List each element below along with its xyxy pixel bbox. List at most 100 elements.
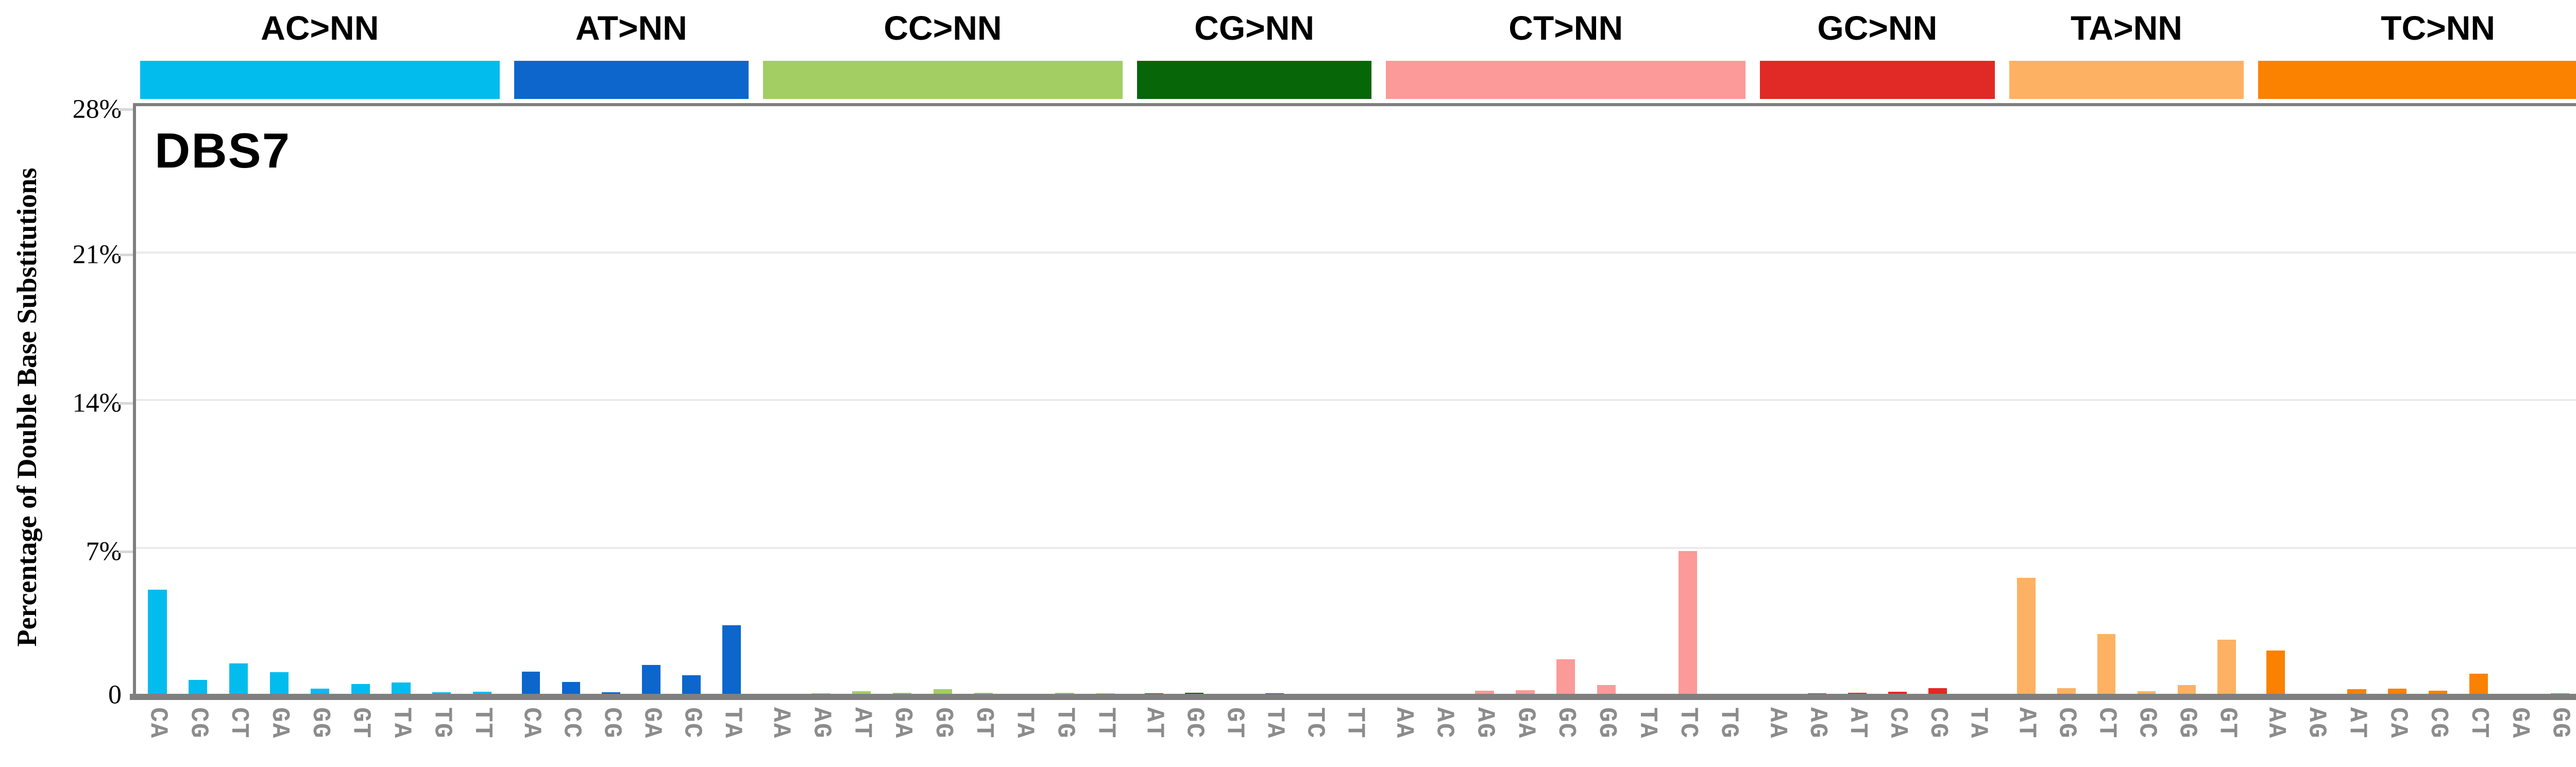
bar-slot bbox=[1918, 106, 1958, 694]
bar-slot bbox=[923, 106, 963, 694]
x-tick-label: AA bbox=[1762, 707, 1791, 739]
x-tick-label: GA bbox=[1511, 707, 1539, 739]
section-color-bar bbox=[2258, 61, 2576, 99]
x-tick-slot: CT bbox=[2459, 707, 2499, 767]
bar-slot bbox=[1464, 106, 1505, 694]
bar-tc-at bbox=[2347, 689, 2366, 694]
bar-slot bbox=[1423, 106, 1464, 694]
x-tick-label: TA bbox=[1963, 707, 1992, 739]
bar-cc-tt bbox=[1096, 693, 1115, 694]
bar-ta-gg bbox=[2177, 685, 2196, 694]
x-labels-row: CA CG CT GA GG GT TA TG TT bbox=[137, 707, 503, 767]
x-labels-row: AT GC GT TA TC TT bbox=[1134, 707, 1375, 767]
y-tick-label-7: 7% bbox=[86, 537, 122, 566]
bar-at-cc bbox=[562, 681, 581, 694]
x-tick-label: AT bbox=[1140, 707, 1168, 739]
bars-row bbox=[511, 106, 752, 694]
x-tick-label: TA bbox=[1260, 707, 1289, 739]
x-tick-label: GG bbox=[1592, 707, 1621, 739]
x-tick-slot: TA bbox=[1255, 707, 1295, 767]
bar-ct-ag bbox=[1475, 690, 1494, 694]
x-tick-label: CC bbox=[557, 707, 585, 739]
section-cc-nn: CC>NN AA AG AT GA GG GT TA TG TT bbox=[756, 0, 1130, 767]
section-header-label: GC>NN bbox=[1817, 9, 1938, 47]
x-tick-label: TA bbox=[718, 707, 746, 739]
x-tick-slot: AA bbox=[1383, 707, 1423, 767]
bar-slot bbox=[2377, 106, 2418, 694]
bar-slot bbox=[1044, 106, 1085, 694]
x-tick-label: TG bbox=[1050, 707, 1079, 739]
x-tick-label: AT bbox=[2343, 707, 2371, 739]
x-tick-slot: GA bbox=[259, 707, 300, 767]
y-tick-label-14: 14% bbox=[72, 388, 122, 418]
bar-ct-gc bbox=[1556, 659, 1575, 694]
bar-tc-cg bbox=[2429, 690, 2448, 694]
bar-ac-gg bbox=[310, 688, 329, 694]
x-tick-label: CT bbox=[225, 707, 253, 739]
x-tick-slot: TG bbox=[1044, 707, 1085, 767]
bar-tc-aa bbox=[2266, 650, 2285, 694]
bar-ct-gg bbox=[1597, 685, 1616, 694]
x-tick-slot: GT bbox=[340, 707, 381, 767]
x-tick-slot: TG bbox=[1708, 707, 1749, 767]
bar-slot bbox=[963, 106, 1004, 694]
bar-slot bbox=[2499, 106, 2539, 694]
bar-tc-gg bbox=[2550, 693, 2569, 694]
x-tick-label: CG bbox=[1923, 707, 1952, 739]
bar-slot bbox=[551, 106, 591, 694]
bars-row bbox=[1134, 106, 1375, 694]
x-tick-slot: TA bbox=[711, 707, 752, 767]
x-tick-label: CG bbox=[597, 707, 625, 739]
bar-slot bbox=[671, 106, 711, 694]
x-tick-slot: GC bbox=[2127, 707, 2167, 767]
y-axis-label: Percentage of Double Base Substitutions bbox=[11, 168, 42, 647]
x-tick-label: TC bbox=[1300, 707, 1329, 739]
bar-slot bbox=[462, 106, 503, 694]
section-header-label: CC>NN bbox=[884, 9, 1002, 47]
bar-slot bbox=[1627, 106, 1668, 694]
gridline-21pct bbox=[136, 252, 2576, 254]
section-header-label: AT>NN bbox=[575, 9, 687, 47]
x-tick-slot: AG bbox=[1464, 707, 1505, 767]
x-tick-label: TC bbox=[1673, 707, 1702, 739]
bar-at-ca bbox=[521, 672, 540, 694]
x-axis-line bbox=[130, 694, 2576, 700]
x-tick-slot: CA bbox=[511, 707, 551, 767]
section-color-bar bbox=[140, 61, 500, 99]
x-tick-label: GT bbox=[969, 707, 997, 739]
gridline-14pct bbox=[136, 399, 2576, 401]
bar-slot bbox=[2459, 106, 2499, 694]
plot-frame bbox=[133, 103, 2576, 697]
x-tick-label: AG bbox=[2302, 707, 2330, 739]
x-tick-label: GT bbox=[346, 707, 375, 739]
section-tc-nn: TC>NNAAAGATCACGCTGAGGGT bbox=[2251, 0, 2576, 767]
bar-at-ta bbox=[722, 625, 741, 694]
x-tick-label: AG bbox=[1470, 707, 1499, 739]
x-tick-label: GA bbox=[637, 707, 666, 739]
x-tick-label: GG bbox=[306, 707, 334, 739]
bar-cc-gg bbox=[933, 689, 953, 694]
x-tick-label: AG bbox=[807, 707, 835, 739]
y-tickmark bbox=[118, 551, 133, 553]
section-header-label: AC>NN bbox=[261, 9, 379, 47]
bar-at-ga bbox=[642, 664, 661, 694]
x-tick-label: AC bbox=[1430, 707, 1458, 739]
x-labels-row: AA AG AT GA GG GT TA TG TT bbox=[760, 707, 1126, 767]
y-tick-label-28: 28% bbox=[72, 94, 122, 124]
bar-cc-tg bbox=[1055, 693, 1074, 694]
x-tick-label: GC bbox=[1552, 707, 1580, 739]
x-tick-slot: AA bbox=[760, 707, 801, 767]
bar-slot bbox=[2046, 106, 2087, 694]
bar-slot bbox=[591, 106, 631, 694]
section-ta-nn: TA>NN AT CG CT GC GG GT bbox=[2002, 0, 2251, 767]
x-tick-label: CG bbox=[2424, 707, 2452, 739]
bar-slot bbox=[299, 106, 340, 694]
section-color-bar bbox=[763, 61, 1123, 99]
x-tick-slot: GC bbox=[1546, 707, 1586, 767]
x-labels-row: AT CG CT GC GG GT bbox=[2006, 707, 2247, 767]
section-header-label: CG>NN bbox=[1194, 9, 1315, 47]
bar-slot bbox=[381, 106, 421, 694]
bar-slot bbox=[2006, 106, 2046, 694]
x-tick-label: GT bbox=[2213, 707, 2241, 739]
